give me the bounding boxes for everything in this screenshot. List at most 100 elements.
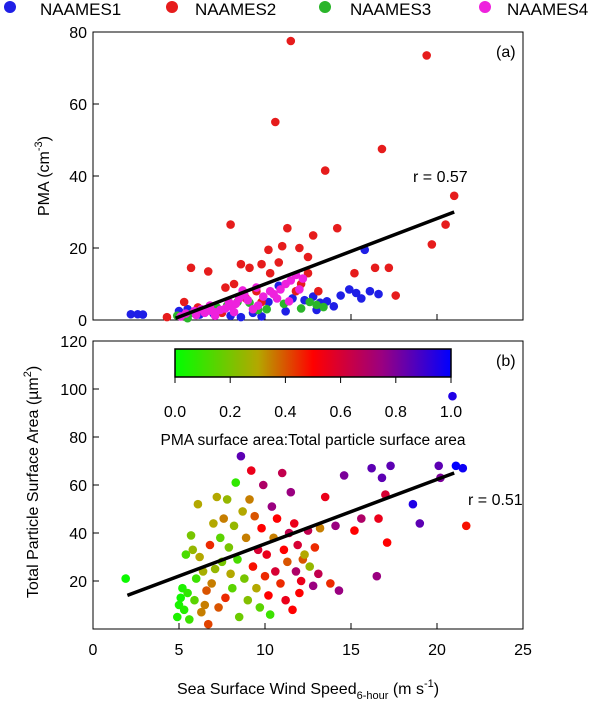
panel-b-x-tick-label: 25 [514, 642, 532, 659]
data-point [451, 461, 461, 471]
data-point [386, 461, 395, 471]
panel-a-x-ticks [92, 314, 524, 320]
data-point [320, 492, 330, 502]
data-point [339, 471, 349, 480]
data-point [229, 521, 239, 531]
data-point-naames2 [277, 241, 287, 251]
data-point [305, 562, 315, 571]
data-point-naames2 [286, 36, 296, 46]
data-point [246, 466, 256, 475]
data-point [185, 615, 194, 624]
data-point-naames2 [427, 240, 437, 249]
data-point [382, 538, 392, 547]
data-point [374, 514, 383, 523]
data-point-naames2 [314, 286, 323, 296]
panel-a-points [126, 36, 459, 323]
data-point [212, 492, 222, 502]
data-point [236, 451, 246, 461]
data-point-naames2 [264, 245, 273, 255]
x-axis-label-main: Sea Surface Wind Speed [177, 681, 357, 698]
data-point [233, 555, 242, 564]
colorbar-label: PMA surface area:Total particle surface … [161, 432, 466, 449]
data-point-naames2 [303, 268, 313, 278]
data-point [408, 499, 418, 509]
data-point-naames2 [229, 279, 239, 289]
data-point [372, 571, 382, 581]
data-point-naames4 [253, 301, 263, 310]
panel-a-y-tick-label: 80 [69, 25, 87, 42]
data-point [434, 461, 444, 471]
data-point [179, 605, 189, 615]
panel-a-fit-line [174, 210, 455, 320]
data-point [295, 588, 304, 598]
data-point-naames2 [449, 191, 459, 201]
data-point-naames1 [138, 310, 148, 319]
data-point [291, 567, 301, 576]
data-point [172, 612, 182, 622]
data-point-naames2 [295, 243, 304, 253]
data-point [271, 567, 280, 576]
x-axis-label-sup: -1 [424, 678, 434, 690]
x-axis-label-sub: 6-hour [357, 690, 389, 701]
data-point [222, 495, 232, 504]
data-point [205, 540, 215, 550]
data-point [308, 581, 318, 591]
data-point-naames3 [305, 297, 315, 307]
data-point [334, 586, 344, 595]
data-point-naames1 [344, 285, 354, 294]
panel-b-x-ticks: 0 5 10 15 20 25 [89, 623, 532, 659]
data-point-naames2 [257, 259, 266, 269]
data-point [250, 511, 259, 521]
panel-a-label: (a) [496, 44, 516, 61]
data-point [314, 569, 323, 579]
panel-b-x-tick-label: 10 [256, 642, 274, 659]
panel-a-y-tick-label: 60 [69, 97, 87, 114]
data-point-naames2 [350, 268, 359, 278]
panel-a-y-axis-label: PMA (cm-3) [33, 136, 53, 216]
data-point-naames1 [365, 286, 375, 296]
data-point [224, 543, 234, 552]
data-point-naames1 [336, 291, 345, 300]
data-point-naames3 [319, 302, 328, 312]
data-point [288, 605, 297, 615]
data-point [176, 593, 186, 603]
data-point-naames2 [370, 263, 380, 273]
data-point [190, 595, 199, 605]
data-point [350, 526, 359, 535]
data-point [257, 523, 266, 533]
data-point [258, 480, 268, 490]
data-point [357, 514, 366, 523]
x-axis-label: Sea Surface Wind Speed6-hour (m s-1) [177, 678, 439, 701]
data-point [252, 583, 261, 593]
data-point [240, 574, 249, 583]
data-point-naames4 [243, 295, 253, 305]
data-point [296, 576, 306, 586]
data-point [326, 579, 335, 588]
legend-marker-naames4 [479, 1, 491, 13]
data-point-naames3 [262, 304, 272, 314]
colorbar-tick-label: 0.6 [329, 404, 351, 421]
colorbar-tick-label: 0.0 [164, 404, 186, 421]
data-point [264, 591, 273, 600]
data-point-naames2 [226, 220, 235, 229]
panel-b-x-tick-label: 20 [428, 642, 446, 659]
data-point-naames4 [298, 274, 308, 283]
data-point [331, 521, 340, 531]
panel-b-annotation: r = 0.51 [468, 492, 523, 509]
data-point [300, 550, 309, 559]
data-point-naames4 [276, 285, 285, 294]
data-point [255, 603, 265, 612]
panel-a-y-axis-label-close: ) [36, 136, 53, 141]
data-point-naames1 [126, 309, 136, 319]
panel-b-y-tick-label: 100 [60, 382, 87, 399]
data-point-naames1 [374, 289, 383, 299]
panel-b-x-tick-label: 5 [175, 642, 184, 659]
data-point [195, 552, 204, 562]
data-point [415, 519, 425, 528]
data-point-naames4 [295, 285, 304, 294]
data-point-naames4 [229, 307, 239, 317]
data-point-naames3 [296, 304, 306, 313]
data-point-naames2 [221, 283, 230, 292]
data-point [310, 543, 320, 552]
data-point-naames2 [186, 263, 196, 273]
